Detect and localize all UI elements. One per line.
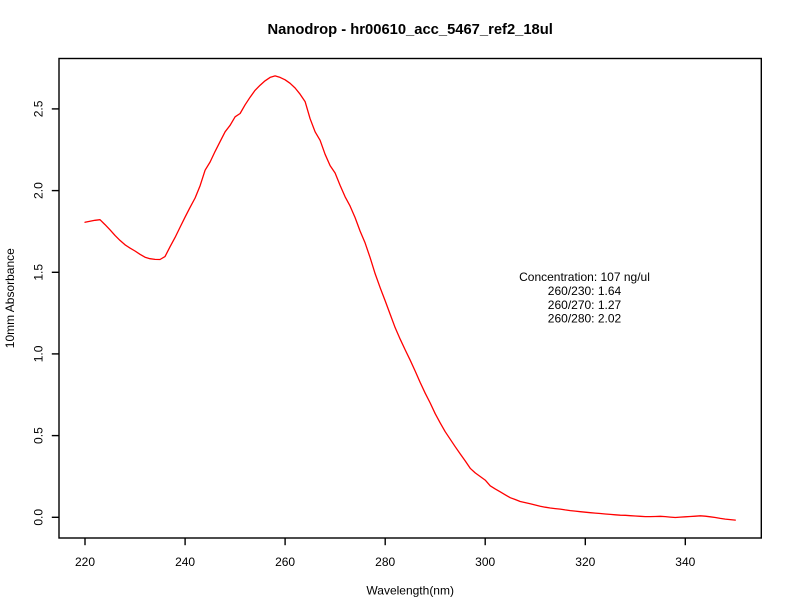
svg-text:320: 320 — [575, 555, 595, 569]
svg-text:2.5: 2.5 — [32, 100, 46, 117]
svg-text:220: 220 — [75, 555, 95, 569]
svg-text:340: 340 — [675, 555, 695, 569]
svg-text:Concentration: 107 ng/ul: Concentration: 107 ng/ul — [519, 270, 650, 284]
svg-text:260/230: 1.64: 260/230: 1.64 — [548, 284, 622, 298]
svg-text:260/280: 2.02: 260/280: 2.02 — [548, 312, 622, 326]
svg-text:260/270: 1.27: 260/270: 1.27 — [548, 298, 622, 312]
svg-text:10mm Absorbance: 10mm Absorbance — [3, 248, 17, 348]
svg-text:300: 300 — [475, 555, 495, 569]
svg-text:Wavelength(nm): Wavelength(nm) — [366, 583, 454, 597]
svg-text:2.0: 2.0 — [32, 182, 46, 199]
svg-text:260: 260 — [275, 555, 295, 569]
svg-text:0.5: 0.5 — [32, 427, 46, 444]
svg-text:1.0: 1.0 — [32, 345, 46, 362]
svg-text:0.0: 0.0 — [32, 509, 46, 526]
svg-text:1.5: 1.5 — [32, 264, 46, 281]
svg-text:240: 240 — [175, 555, 195, 569]
svg-text:Nanodrop - hr00610_acc_5467_re: Nanodrop - hr00610_acc_5467_ref2_18ul — [268, 22, 553, 38]
svg-text:280: 280 — [375, 555, 395, 569]
